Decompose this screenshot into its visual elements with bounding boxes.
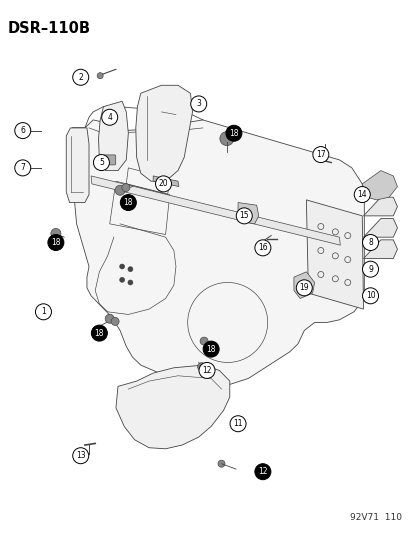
Circle shape [105, 314, 114, 323]
Text: 14: 14 [356, 190, 366, 199]
Text: 5: 5 [99, 158, 104, 167]
Circle shape [155, 176, 171, 192]
Polygon shape [363, 197, 396, 216]
Text: 18: 18 [123, 198, 133, 207]
Circle shape [354, 187, 369, 203]
Circle shape [15, 160, 31, 176]
Circle shape [312, 147, 328, 163]
Circle shape [254, 240, 270, 256]
Text: 18: 18 [229, 129, 238, 138]
Circle shape [91, 325, 107, 341]
Circle shape [225, 125, 241, 141]
Circle shape [111, 317, 119, 326]
Circle shape [51, 229, 61, 238]
Text: 18: 18 [51, 238, 60, 247]
Text: 13: 13 [76, 451, 85, 460]
Circle shape [73, 448, 88, 464]
Text: 19: 19 [299, 284, 309, 292]
Text: 12: 12 [202, 366, 211, 375]
Text: 1: 1 [41, 308, 46, 316]
Text: 9: 9 [367, 265, 372, 273]
Text: 12: 12 [258, 467, 267, 476]
Polygon shape [66, 128, 89, 203]
Polygon shape [306, 200, 363, 309]
Circle shape [21, 126, 31, 135]
Polygon shape [153, 176, 178, 187]
Text: DSR–110B: DSR–110B [8, 21, 91, 36]
Circle shape [219, 132, 233, 146]
Circle shape [36, 304, 51, 320]
Text: 15: 15 [239, 212, 249, 220]
Circle shape [296, 280, 311, 296]
Circle shape [199, 337, 208, 345]
Text: 7: 7 [20, 164, 25, 172]
Text: 3: 3 [196, 100, 201, 108]
Circle shape [362, 235, 377, 251]
Circle shape [362, 288, 377, 304]
Polygon shape [98, 101, 128, 171]
Polygon shape [72, 120, 363, 392]
Text: 11: 11 [233, 419, 242, 428]
Circle shape [230, 416, 245, 432]
Circle shape [73, 69, 88, 85]
Circle shape [128, 280, 133, 285]
Circle shape [121, 183, 130, 192]
Circle shape [97, 72, 103, 79]
Circle shape [48, 235, 64, 251]
Text: 18: 18 [206, 345, 215, 353]
Polygon shape [363, 240, 396, 259]
Text: 17: 17 [315, 150, 325, 159]
Polygon shape [237, 203, 258, 224]
Circle shape [102, 109, 117, 125]
Text: 8: 8 [367, 238, 372, 247]
Circle shape [254, 464, 270, 480]
Text: 16: 16 [257, 244, 267, 252]
Circle shape [115, 185, 125, 195]
Text: 4: 4 [107, 113, 112, 122]
Circle shape [362, 261, 377, 277]
Text: 2: 2 [78, 73, 83, 82]
Circle shape [236, 208, 252, 224]
Text: 10: 10 [365, 292, 375, 300]
Circle shape [15, 123, 31, 139]
Circle shape [218, 460, 224, 467]
Polygon shape [135, 85, 192, 181]
FancyBboxPatch shape [104, 155, 115, 165]
Polygon shape [293, 272, 314, 298]
Polygon shape [91, 176, 339, 245]
Circle shape [128, 266, 133, 272]
Circle shape [199, 362, 214, 378]
Circle shape [119, 264, 124, 269]
Circle shape [203, 341, 218, 357]
Polygon shape [363, 219, 396, 237]
Text: 20: 20 [158, 180, 168, 188]
Polygon shape [361, 171, 396, 200]
Circle shape [190, 96, 206, 112]
Text: 18: 18 [95, 329, 104, 337]
Circle shape [197, 362, 205, 371]
Circle shape [120, 195, 136, 211]
Circle shape [93, 155, 109, 171]
Text: 92V71  110: 92V71 110 [349, 513, 401, 522]
Text: 6: 6 [20, 126, 25, 135]
Circle shape [21, 163, 31, 173]
Polygon shape [116, 365, 229, 449]
Circle shape [119, 277, 124, 282]
